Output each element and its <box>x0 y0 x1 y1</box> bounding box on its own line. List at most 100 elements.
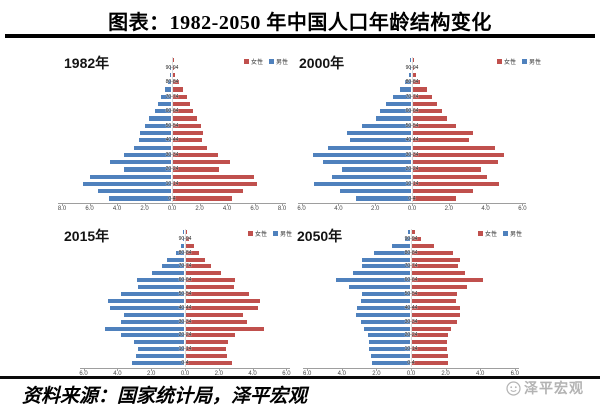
age-label-50-54: 50-54 <box>178 291 192 297</box>
male-bar-10-14 <box>138 347 184 352</box>
female-bar-25-29 <box>173 160 231 165</box>
x-tick-mark <box>117 203 118 206</box>
population-pyramid-2015: 0-4 10-14 20-24 30-34 40-44 50-54 60-64 70-74 80… <box>72 222 298 378</box>
x-tick-mark <box>480 368 482 371</box>
male-bar-50-54 <box>120 292 184 296</box>
male-bar-80-84 <box>373 250 410 255</box>
male-bar-60-64 <box>379 109 411 114</box>
male-bar-65-69 <box>151 271 184 276</box>
x-tick-mark <box>144 203 146 206</box>
legend-label-female: 女性 <box>503 60 516 66</box>
x-tick-mark <box>341 368 343 371</box>
age-label-10-14: 10-14 <box>404 346 418 353</box>
male-bar-45-49 <box>140 130 171 136</box>
female-bar-35-39 <box>173 145 207 150</box>
x-tick-mark <box>227 203 228 206</box>
female-bar-45-49 <box>412 298 457 303</box>
x-tick-mark <box>185 368 186 371</box>
x-tick-mark <box>445 368 447 371</box>
male-bar-75-79 <box>167 257 184 262</box>
center-axis-line <box>411 57 413 203</box>
male-bar-80-84 <box>168 80 171 85</box>
x-tick-mark <box>83 368 85 371</box>
female-bar-70-74 <box>186 264 211 269</box>
female-bar-70-74 <box>173 94 187 99</box>
male-bar-75-79 <box>361 257 410 262</box>
male-bar-60-64 <box>136 278 184 283</box>
legend-label-female: 女性 <box>484 232 497 238</box>
legend-item-male: 男性 <box>521 57 541 66</box>
male-bar-20-24 <box>124 167 171 172</box>
male-bar-50-54 <box>144 123 171 128</box>
male-bar-20-24 <box>342 167 411 172</box>
female-bar-65-69 <box>412 271 465 276</box>
x-tick-mark <box>282 203 283 206</box>
male-bar-50-54 <box>362 123 411 128</box>
female-bar-40-44 <box>413 138 470 143</box>
male-bar-75-79 <box>399 87 411 92</box>
male-bar-90-94 <box>169 65 171 70</box>
female-bar-95+ <box>186 229 188 234</box>
x-tick-mark <box>301 203 303 206</box>
female-bar-95+ <box>413 58 415 63</box>
x-tick-label: 4.0 <box>337 371 346 377</box>
male-bar-25-29 <box>109 160 171 165</box>
male-bar-65-69 <box>157 101 171 107</box>
male-bar-40-44 <box>138 138 171 143</box>
x-tick-label: 4.0 <box>222 206 232 212</box>
x-tick-label: 4.0 <box>481 206 490 212</box>
age-label-0-4: 0-4 <box>168 195 176 202</box>
male-bar-40-44 <box>109 305 184 310</box>
female-bar-55-59 <box>173 116 198 121</box>
x-tick-mark <box>514 368 516 371</box>
female-bar-75-79 <box>173 87 183 92</box>
male-bar-35-39 <box>328 145 411 150</box>
male-color-swatch <box>521 59 527 64</box>
male-bar-20-24 <box>120 333 184 338</box>
female-bar-50-54 <box>173 123 202 128</box>
female-bar-95+ <box>173 58 175 63</box>
age-label-0-4: 0-4 <box>408 195 416 202</box>
legend-item-male: 男性 <box>268 57 288 66</box>
male-bar-85-89 <box>181 243 184 248</box>
female-bar-85-89 <box>412 243 434 248</box>
age-label-90-94: 90-94 <box>165 64 179 71</box>
x-tick-mark <box>522 203 524 206</box>
female-bar-75-79 <box>412 257 460 262</box>
male-bar-40-44 <box>357 305 410 310</box>
male-bar-95+ <box>408 229 410 234</box>
male-color-swatch <box>502 231 508 236</box>
x-tick-label: 6.0 <box>282 371 291 377</box>
x-tick-label: 2.0 <box>147 371 156 377</box>
female-color-swatch <box>477 231 483 236</box>
male-bar-25-29 <box>322 160 411 165</box>
x-tick-mark <box>151 368 153 371</box>
female-bar-70-74 <box>413 94 433 99</box>
x-tick-mark <box>307 368 309 371</box>
female-bar-30-34 <box>186 319 247 324</box>
male-bar-15-19 <box>331 174 411 179</box>
age-label-30-34: 30-34 <box>165 151 179 158</box>
male-bar-65-69 <box>386 101 411 107</box>
x-tick-label: 4.0 <box>248 371 257 377</box>
male-bar-30-34 <box>360 319 410 324</box>
female-color-swatch <box>496 59 502 64</box>
male-bar-70-74 <box>361 264 410 269</box>
female-bar-30-34 <box>173 152 219 157</box>
female-bar-65-69 <box>173 101 190 107</box>
female-bar-65-69 <box>186 271 222 276</box>
female-bar-20-24 <box>173 167 220 172</box>
female-bar-80-84 <box>412 250 453 255</box>
male-bar-30-34 <box>313 152 411 157</box>
female-bar-30-34 <box>412 319 457 324</box>
female-bar-10-14 <box>173 181 257 187</box>
female-bar-35-39 <box>413 145 495 150</box>
male-bar-5-9 <box>98 189 171 194</box>
male-bar-15-19 <box>134 340 184 345</box>
legend-item-male: 男性 <box>272 229 292 238</box>
female-bar-5-9 <box>412 354 449 359</box>
female-bar-75-79 <box>186 257 206 262</box>
male-bar-35-39 <box>124 312 184 317</box>
x-tick-label: 6.0 <box>518 206 527 212</box>
age-label-80-84: 80-84 <box>165 79 179 86</box>
